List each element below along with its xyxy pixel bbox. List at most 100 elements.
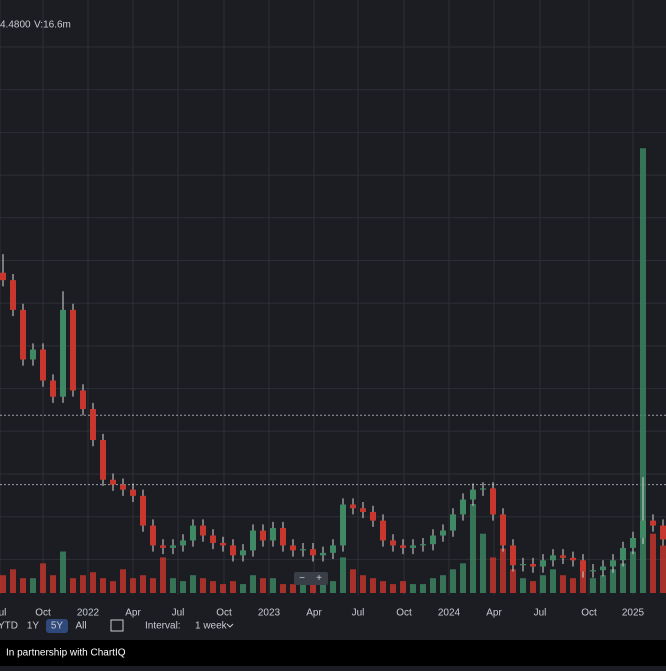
volume-bar <box>440 575 446 593</box>
volume-bar <box>480 533 486 593</box>
candle-body <box>540 560 546 567</box>
candle-body <box>250 530 256 551</box>
range-button[interactable]: 5Y <box>51 621 64 632</box>
candle-body <box>90 409 96 441</box>
volume-bar <box>40 563 46 593</box>
zoom-in[interactable]: + <box>316 573 322 584</box>
x-tick-label: Jul <box>534 608 547 619</box>
volume-bar <box>390 584 396 593</box>
footer-band <box>0 640 666 666</box>
candle-body <box>50 380 56 397</box>
range-button[interactable]: YTD <box>0 621 18 632</box>
candle-body <box>360 508 366 512</box>
candle-body <box>370 511 376 521</box>
volume-bar <box>270 578 276 593</box>
candle-body <box>630 537 636 548</box>
interval-value[interactable]: 1 week <box>195 621 228 632</box>
candle-body <box>270 528 276 541</box>
volume-bar <box>580 563 586 593</box>
candle-body <box>180 540 186 546</box>
x-tick-label: Oct <box>216 608 232 619</box>
candle-body <box>60 309 66 397</box>
candle-body <box>530 564 536 567</box>
candle-body <box>520 564 526 566</box>
range-button[interactable]: All <box>75 621 86 632</box>
candle-body <box>510 545 516 566</box>
candle-body <box>500 514 506 546</box>
volume-bar <box>490 557 496 593</box>
candle-body <box>140 495 146 526</box>
volume-bar <box>200 578 206 593</box>
candle-body <box>290 545 296 551</box>
candle-body <box>220 542 226 546</box>
volume-bar <box>550 569 556 593</box>
candle-body <box>470 489 476 500</box>
volume-bar <box>510 569 516 593</box>
volume-bar <box>100 578 106 593</box>
x-tick-label: 2022 <box>77 608 100 619</box>
volume-bar <box>590 578 596 593</box>
volume-bar <box>540 575 546 593</box>
range-button[interactable]: 1Y <box>27 621 40 632</box>
volume-bar <box>320 584 326 593</box>
candle-body <box>580 560 586 572</box>
zoom-controls <box>294 572 328 585</box>
candle-body <box>240 550 246 556</box>
volume-bar <box>130 578 136 593</box>
x-tick-label: Apr <box>125 608 141 619</box>
volume-bar <box>30 578 36 593</box>
x-tick-label: 2024 <box>438 608 461 619</box>
candle-body <box>70 309 76 391</box>
chevron[interactable] <box>226 623 234 628</box>
volume-bar <box>80 575 86 593</box>
volume-bar <box>180 581 186 593</box>
candle-body <box>490 488 496 515</box>
candle-body <box>280 528 286 546</box>
volume-bar <box>260 578 266 593</box>
volume-bar <box>290 584 296 593</box>
candle-body <box>190 525 196 541</box>
volume-bar <box>20 578 26 593</box>
zoom-out[interactable]: − <box>299 573 305 584</box>
x-tick-label: 2023 <box>258 608 281 619</box>
x-tick-label: 2025 <box>622 608 645 619</box>
volume-bar <box>230 581 236 593</box>
volume-bar <box>210 581 216 593</box>
candle-body <box>650 520 656 526</box>
volume-bar <box>170 578 176 593</box>
volume-bar <box>10 569 16 593</box>
candle-body <box>210 535 216 543</box>
volume-bar <box>640 148 646 593</box>
candle-body <box>590 570 596 572</box>
candle-body <box>130 489 136 496</box>
x-tick-label: Oct <box>35 608 51 619</box>
candle-body <box>230 545 236 556</box>
candle-body <box>260 530 266 541</box>
calendar-icon[interactable] <box>110 619 124 632</box>
volume-bar <box>310 584 316 593</box>
candle-body <box>430 535 436 545</box>
candle-body <box>610 560 616 567</box>
candle-body <box>310 549 316 556</box>
volume-bar <box>350 569 356 593</box>
volume-bar <box>410 584 416 593</box>
candle-body <box>330 545 336 553</box>
candle-body <box>200 525 206 536</box>
volume-bar <box>470 504 476 593</box>
volume-bar <box>450 569 456 593</box>
candle-body <box>0 272 6 281</box>
candle-body <box>450 514 456 531</box>
candle-body <box>660 525 666 540</box>
candle-body <box>570 557 576 561</box>
volume-bar <box>360 575 366 593</box>
candle-body <box>110 479 116 485</box>
x-tick-label: Jul <box>172 608 185 619</box>
candle-body <box>20 309 26 360</box>
volume-bar <box>0 575 6 593</box>
volume-bar <box>520 578 526 593</box>
volume-bar <box>330 581 336 593</box>
footer-text: In partnership with ChartIQ <box>6 648 126 659</box>
candle-body <box>30 349 36 360</box>
volume-bar <box>530 581 536 593</box>
